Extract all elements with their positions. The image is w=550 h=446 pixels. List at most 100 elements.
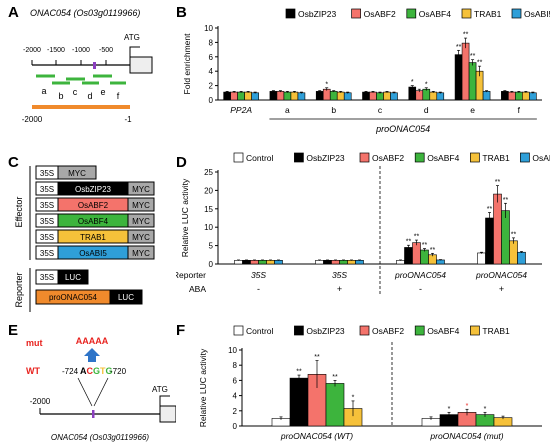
- chart-b-fold-enrichment: OsbZIP23 OsABF2 OsABF4 TRAB1 OsABI5 0 2 4 6 8 10 Fo…: [182, 8, 550, 134]
- bar: [223, 91, 231, 101]
- range-end-label: -1: [124, 115, 132, 124]
- legend-label: TRAB1: [482, 153, 510, 163]
- bar: [468, 62, 477, 101]
- wt-base: A: [80, 366, 87, 376]
- construct-35s-label: 35S: [40, 169, 54, 178]
- bar: [244, 91, 252, 101]
- reporter-luc-box: [57, 269, 89, 285]
- significance-mark: **: [470, 53, 476, 60]
- bar: [362, 91, 370, 101]
- bar: [436, 259, 445, 265]
- bar: [237, 91, 245, 101]
- construct-gene-label: OsABF2: [78, 201, 109, 210]
- construct-myc-box: [127, 245, 155, 260]
- significance-mark: *: [352, 394, 355, 401]
- panel-c-constructs: Effector Reporter 35S MYC 35S OsbZIP23 MYC 35…: [14, 165, 155, 312]
- x-tick-label: PP2A: [230, 105, 252, 115]
- promoter-range-bar: [32, 105, 130, 109]
- construct-myc-box: [127, 229, 155, 244]
- bar: [509, 240, 518, 265]
- bar: [339, 260, 348, 265]
- bar: [396, 260, 405, 265]
- bar: [258, 260, 267, 265]
- bar: [323, 260, 332, 265]
- construct-myc-box: [127, 213, 155, 228]
- significance-mark: **: [332, 374, 338, 381]
- bar: [429, 91, 438, 101]
- chart-f-luc-activity: Control OsbZIP23 OsABF2 OsABF4 TRAB1 0 2 4 6 8 10 R…: [198, 325, 542, 441]
- significance-mark: **: [314, 354, 320, 361]
- legend-swatch: [470, 152, 480, 163]
- construct-35s-label: 35S: [40, 217, 54, 226]
- legend-label: OsABF4: [427, 153, 459, 163]
- bar: [331, 260, 340, 265]
- legend-swatch: [461, 8, 472, 19]
- construct-gene-label: TRAB1: [80, 233, 106, 242]
- y-tick-label: 5: [209, 242, 214, 251]
- legend-label: TRAB1: [482, 326, 510, 336]
- start-label: -2000: [30, 397, 51, 406]
- construct-myc-box: [57, 165, 97, 180]
- significance-mark: *: [425, 81, 428, 88]
- bar: [355, 260, 364, 265]
- construct-gene-label: OsbZIP23: [75, 185, 112, 194]
- x-tick-label: proONAC054 (WT): [280, 431, 353, 441]
- x-tick-label: 35S: [332, 270, 347, 280]
- bar: [420, 249, 429, 265]
- bar: [390, 92, 398, 101]
- significance-mark: **: [430, 247, 436, 254]
- construct-myc-box: [127, 181, 155, 196]
- significance-mark: **: [511, 231, 517, 238]
- x-tick-label: a: [285, 105, 290, 115]
- reporter-promoter-label: proONAC054: [49, 293, 98, 302]
- fragment-label: f: [117, 91, 120, 101]
- bar: [412, 242, 421, 265]
- panel-label-e: E: [8, 322, 19, 339]
- legend-swatch: [294, 325, 304, 336]
- fragment-label: a: [41, 86, 46, 96]
- panel-e-gene-label: ONAC054 (Os03g0119966): [51, 433, 149, 442]
- construct-gene-label: OsABF4: [78, 217, 109, 226]
- significance-mark: **: [406, 239, 412, 246]
- bar: [347, 260, 356, 265]
- wt-base: C: [87, 366, 94, 376]
- bar: [266, 260, 275, 265]
- legend-swatch: [351, 8, 361, 19]
- bar: [485, 217, 494, 265]
- construct-gene-label: OsABI5: [79, 249, 107, 258]
- legend-label: Control: [246, 153, 274, 163]
- mut-sequence: AAAAA: [76, 336, 109, 346]
- chart-d-luc-activity: Control OsbZIP23 OsABF2 OsABF4 TRAB1 OsABI5 0 5…: [176, 152, 550, 296]
- bar: [325, 383, 345, 427]
- legend-label: OsABF2: [372, 153, 404, 163]
- bar: [297, 92, 306, 101]
- effector-side-label: Effector: [14, 197, 24, 228]
- bar: [269, 91, 278, 101]
- bar: [515, 91, 523, 101]
- aba-value: +: [499, 284, 504, 294]
- wt-label: WT: [26, 366, 40, 376]
- bar: [283, 91, 292, 101]
- panel-e-mutation-diagram: mut AAAAA WT -724 ACGTG -720 -2000 ATG O…: [26, 336, 176, 442]
- panel-label-d: D: [176, 154, 187, 171]
- construct-myc-label: MYC: [132, 249, 150, 258]
- construct-35s-label: 35S: [40, 233, 54, 242]
- group-label: proONAC054: [375, 124, 430, 134]
- significance-mark: **: [495, 179, 501, 186]
- bar: [508, 91, 516, 101]
- panel-a-atg: ATG: [124, 33, 140, 42]
- legend-swatch: [511, 8, 522, 19]
- bar: [376, 92, 384, 101]
- significance-mark: **: [477, 60, 483, 67]
- bar: [336, 91, 345, 101]
- bar: [517, 251, 526, 265]
- x-tick-label: proONAC054: [394, 270, 446, 280]
- y-tick-label: 0: [233, 422, 238, 431]
- bar: [436, 92, 445, 101]
- gene-box: [159, 405, 176, 423]
- y-tick-label: 8: [209, 38, 214, 47]
- fragment-label: c: [73, 87, 78, 97]
- wt-base: T: [100, 366, 106, 376]
- panel-label-f: F: [176, 322, 186, 339]
- legend-label: OsABI5: [524, 9, 550, 19]
